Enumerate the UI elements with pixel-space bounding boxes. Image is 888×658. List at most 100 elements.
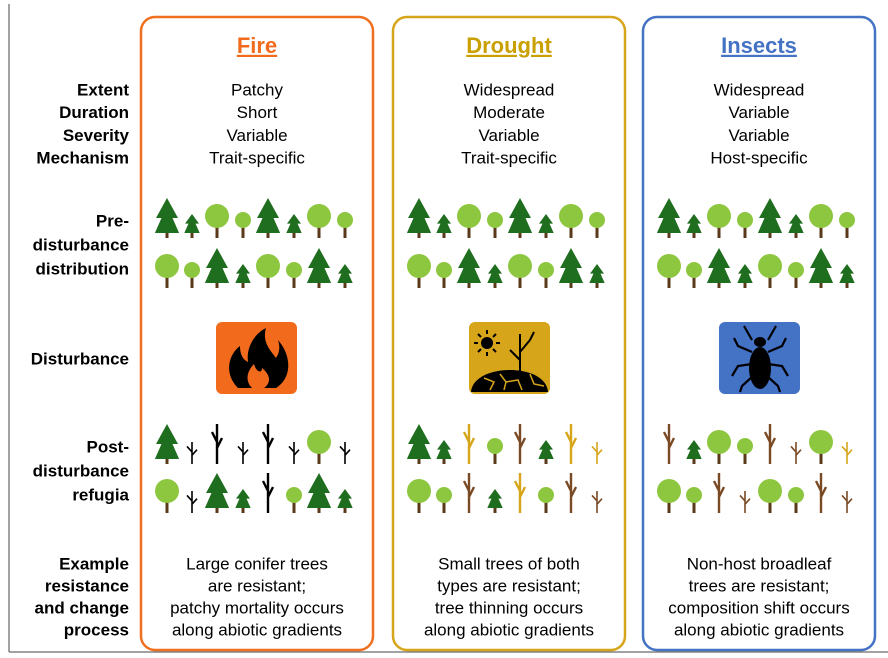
conifer: [788, 214, 803, 233]
attribute-value: Variable: [728, 126, 789, 145]
broadleaf: [407, 254, 431, 278]
broadleaf: [839, 212, 855, 228]
row-label: and change: [35, 598, 129, 617]
dead-tree: [263, 424, 273, 464]
dead-tree: [664, 424, 674, 464]
broadleaf: [155, 479, 179, 503]
broadleaf: [788, 487, 804, 503]
dead-tree: [714, 473, 724, 513]
fire-icon: [216, 322, 297, 394]
drought-icon: [469, 322, 550, 394]
conifer: [809, 248, 833, 283]
conifer: [737, 264, 752, 283]
broadleaf: [657, 479, 681, 503]
broadleaf: [758, 479, 782, 503]
broadleaf: [256, 254, 280, 278]
example-text: trees are resistant;: [689, 576, 830, 595]
dead-tree: [238, 442, 248, 464]
conifer: [686, 440, 701, 459]
dead-tree: [340, 442, 350, 464]
dead-tree: [765, 424, 775, 464]
attribute-value: Patchy: [231, 80, 283, 99]
attribute-value: Trait-specific: [209, 149, 305, 168]
broadleaf: [657, 254, 681, 278]
broadleaf: [589, 212, 605, 228]
broadleaf: [436, 262, 452, 278]
broadleaf: [235, 212, 251, 228]
conifer: [839, 264, 854, 283]
broadleaf: [809, 430, 833, 454]
broadleaf: [407, 479, 431, 503]
broadleaf: [707, 430, 731, 454]
conifer: [457, 248, 481, 283]
dead-tree: [263, 473, 273, 513]
column-title: Fire: [237, 33, 277, 58]
dead-tree: [566, 424, 576, 464]
row-label: Example: [59, 554, 129, 573]
conifer: [407, 424, 431, 459]
conifer: [686, 214, 701, 233]
conifer: [235, 489, 250, 508]
example-text: along abiotic gradients: [424, 620, 594, 639]
conifer: [487, 489, 502, 508]
dead-tree: [187, 442, 197, 464]
dead-tree: [212, 424, 222, 464]
example-text: Small trees of both: [438, 554, 580, 573]
attribute-value: Widespread: [714, 80, 805, 99]
broadleaf: [538, 262, 554, 278]
conifer: [307, 473, 331, 508]
conifer: [436, 214, 451, 233]
attribute-value: Trait-specific: [461, 149, 557, 168]
row-label: refugia: [72, 485, 129, 504]
conifer: [589, 264, 604, 283]
example-text: patchy mortality occurs: [170, 598, 344, 617]
broadleaf: [758, 254, 782, 278]
conifer: [707, 248, 731, 283]
row-label: process: [64, 620, 129, 639]
attribute-value: Host-specific: [710, 149, 808, 168]
dead-tree: [464, 473, 474, 513]
broadleaf: [508, 254, 532, 278]
example-text: Large conifer trees: [186, 554, 328, 573]
conifer: [337, 489, 352, 508]
broadleaf: [686, 487, 702, 503]
dead-tree: [592, 442, 602, 464]
column-title: Drought: [466, 33, 552, 58]
broadleaf: [737, 212, 753, 228]
attribute-value: Moderate: [473, 103, 545, 122]
dead-tree: [842, 491, 852, 513]
broadleaf: [809, 204, 833, 228]
example-text: along abiotic gradients: [172, 620, 342, 639]
conifer: [436, 440, 451, 459]
conifer: [155, 424, 179, 459]
example-text: along abiotic gradients: [674, 620, 844, 639]
conifer: [286, 214, 301, 233]
broadleaf: [307, 204, 331, 228]
row-label: disturbance: [33, 461, 129, 480]
broadleaf: [559, 204, 583, 228]
row-label: distribution: [36, 259, 129, 278]
row-label: disturbance: [33, 235, 129, 254]
conifer: [758, 198, 782, 233]
dead-tree: [289, 442, 299, 464]
conifer: [256, 198, 280, 233]
dead-tree: [842, 442, 852, 464]
dead-tree: [592, 491, 602, 513]
broadleaf: [707, 204, 731, 228]
broadleaf: [155, 254, 179, 278]
attribute-value: Variable: [226, 126, 287, 145]
broadleaf: [307, 430, 331, 454]
conifer: [155, 198, 179, 233]
attribute-value: Variable: [728, 103, 789, 122]
row-label: Duration: [59, 103, 129, 122]
row-label: Post-: [87, 437, 130, 456]
conifer: [307, 248, 331, 283]
dead-tree: [464, 424, 474, 464]
example-text: composition shift occurs: [668, 598, 849, 617]
broadleaf: [487, 438, 503, 454]
broadleaf: [788, 262, 804, 278]
broadleaf: [286, 487, 302, 503]
broadleaf: [184, 262, 200, 278]
insects-icon: [719, 322, 800, 394]
broadleaf: [436, 487, 452, 503]
